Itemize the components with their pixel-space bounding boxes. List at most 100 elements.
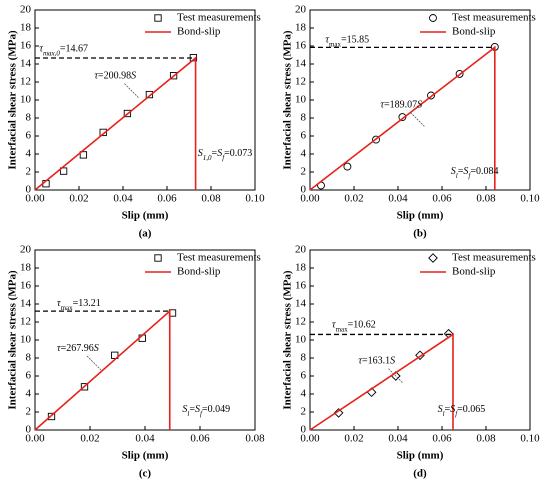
- y-tick-label: 12: [20, 76, 31, 88]
- y-tick-label: 4: [301, 388, 307, 400]
- y-tick-label: 10: [295, 94, 307, 106]
- y-tick-label: 20: [20, 244, 32, 256]
- annotation-part: =267.96: [61, 343, 94, 354]
- annotation-part: =: [212, 148, 218, 159]
- data-point: [99, 128, 107, 137]
- legend-label: Bond-slip: [177, 26, 221, 38]
- data-point: [79, 151, 88, 159]
- x-tick-label: 0.10: [520, 433, 540, 445]
- y-tick-label: 6: [26, 370, 32, 382]
- annotation-part: S: [94, 343, 99, 354]
- annotation-part: =: [189, 404, 195, 415]
- x-tick-label: 0.08: [245, 433, 265, 445]
- annotation-arrow: [410, 112, 425, 127]
- y-tick-label: 2: [301, 166, 307, 178]
- data-point: [372, 135, 380, 144]
- y-tick-label: 16: [20, 40, 32, 52]
- annotation: τ=189.07S: [380, 100, 422, 111]
- x-tick-label: 0.06: [432, 433, 452, 445]
- annotation-part: =: [458, 166, 464, 177]
- annotation-part: S: [417, 100, 422, 111]
- data-point: [398, 113, 407, 122]
- annotation: τmax=13.21: [57, 298, 101, 311]
- x-tick-label: 0.10: [245, 193, 265, 205]
- bond-slip-line: [34, 56, 197, 191]
- y-tick-label: 14: [20, 298, 32, 310]
- annotation-part: =189.07: [384, 100, 417, 111]
- annotation: τ=200.98S: [94, 71, 136, 82]
- annotation-part: 1,0: [203, 154, 212, 162]
- y-tick-label: 2: [26, 406, 32, 418]
- data-point: [455, 69, 464, 78]
- plot-frame: [309, 249, 531, 431]
- annotation-part: l: [443, 410, 445, 418]
- data-point: [47, 412, 56, 421]
- y-tick-label: 20: [20, 4, 32, 16]
- annotation-part: =0.084: [470, 166, 498, 177]
- x-axis-label: Slip (mm): [122, 210, 169, 222]
- annotation-part: S: [198, 148, 203, 159]
- y-tick-label: 20: [295, 244, 307, 256]
- annotation-part: S: [438, 404, 443, 415]
- bond-slip-line: [309, 45, 496, 191]
- y-axis-label: Interfacial shear stress (MPa): [7, 270, 19, 410]
- y-tick-label: 10: [20, 94, 32, 106]
- x-tick-label: 0.00: [25, 193, 45, 205]
- data-point: [111, 351, 119, 359]
- annotation-part: =0.049: [202, 404, 230, 415]
- annotation: τmax=10.62: [332, 320, 376, 333]
- y-tick-label: 16: [20, 280, 32, 292]
- x-tick-label: 0.00: [25, 433, 45, 445]
- annotation-arrow: [86, 355, 102, 371]
- legend-marker: [429, 14, 437, 22]
- y-axis-label: Interfacial shear stress (MPa): [7, 30, 19, 170]
- data-point: [427, 91, 435, 100]
- annotation-part: f: [200, 410, 203, 418]
- x-tick-label: 0.06: [190, 433, 210, 445]
- y-tick-label: 18: [20, 22, 32, 34]
- legend-marker: [154, 254, 162, 262]
- annotation-part: l: [187, 410, 189, 418]
- annotation-part: S: [217, 148, 222, 159]
- data-point: [343, 162, 352, 171]
- y-tick-label: 4: [301, 148, 307, 160]
- annotation-part: =14.67: [60, 44, 88, 55]
- annotation-part: S: [131, 71, 136, 82]
- annotation-part: l: [456, 172, 458, 180]
- data-point: [123, 109, 132, 118]
- annotation-part: S: [450, 404, 455, 415]
- data-point: [333, 408, 344, 418]
- panel: 0.00 0.02 0.04 0.06 0.08 0.10 0 2 4 6 8 10 12 14 16 18 2…: [7, 4, 266, 240]
- y-tick-label: 14: [295, 58, 307, 70]
- y-axis-label: Interfacial shear stress (MPa): [282, 270, 294, 410]
- data-point: [169, 72, 178, 80]
- annotation-part: =0.073: [224, 148, 252, 159]
- annotation-part: τ: [358, 356, 362, 367]
- annotation: S1,0=Sf=0.073: [198, 148, 252, 161]
- annotation-part: S: [463, 166, 468, 177]
- y-tick-label: 2: [26, 166, 32, 178]
- annotation-part: τ: [57, 343, 61, 354]
- annotation-part: max: [329, 40, 342, 48]
- y-tick-label: 8: [26, 112, 32, 124]
- annotation: τmax,0=14.67: [39, 44, 88, 57]
- y-tick-label: 10: [295, 334, 307, 346]
- y-tick-label: 12: [295, 316, 306, 328]
- y-tick-label: 18: [295, 22, 307, 34]
- annotation-arrow: [124, 83, 139, 98]
- x-tick-label: 0.02: [344, 193, 363, 205]
- y-tick-label: 8: [301, 112, 307, 124]
- annotation-part: =163.1: [362, 356, 390, 367]
- y-tick-label: 14: [295, 298, 307, 310]
- panel: 0.00 0.02 0.04 0.06 0.08 0.10 0 2 4 6 8 10 12 14 16 18 2…: [282, 244, 541, 480]
- x-tick-label: 0.08: [476, 433, 496, 445]
- panel-label: (c): [139, 468, 152, 480]
- annotation-part: τ: [57, 298, 61, 309]
- annotation: Sl=Sf=0.049: [182, 404, 230, 417]
- x-axis-label: Slip (mm): [122, 450, 169, 462]
- x-tick-label: 0.02: [80, 433, 99, 445]
- panel: 0.00 0.02 0.04 0.06 0.08 0 2 4 6 8 10 12 14 16 18 20 Sli…: [7, 244, 266, 480]
- annotation-part: τ: [332, 320, 336, 331]
- y-axis-label: Interfacial shear stress (MPa): [282, 30, 294, 170]
- x-tick-label: 0.02: [69, 193, 88, 205]
